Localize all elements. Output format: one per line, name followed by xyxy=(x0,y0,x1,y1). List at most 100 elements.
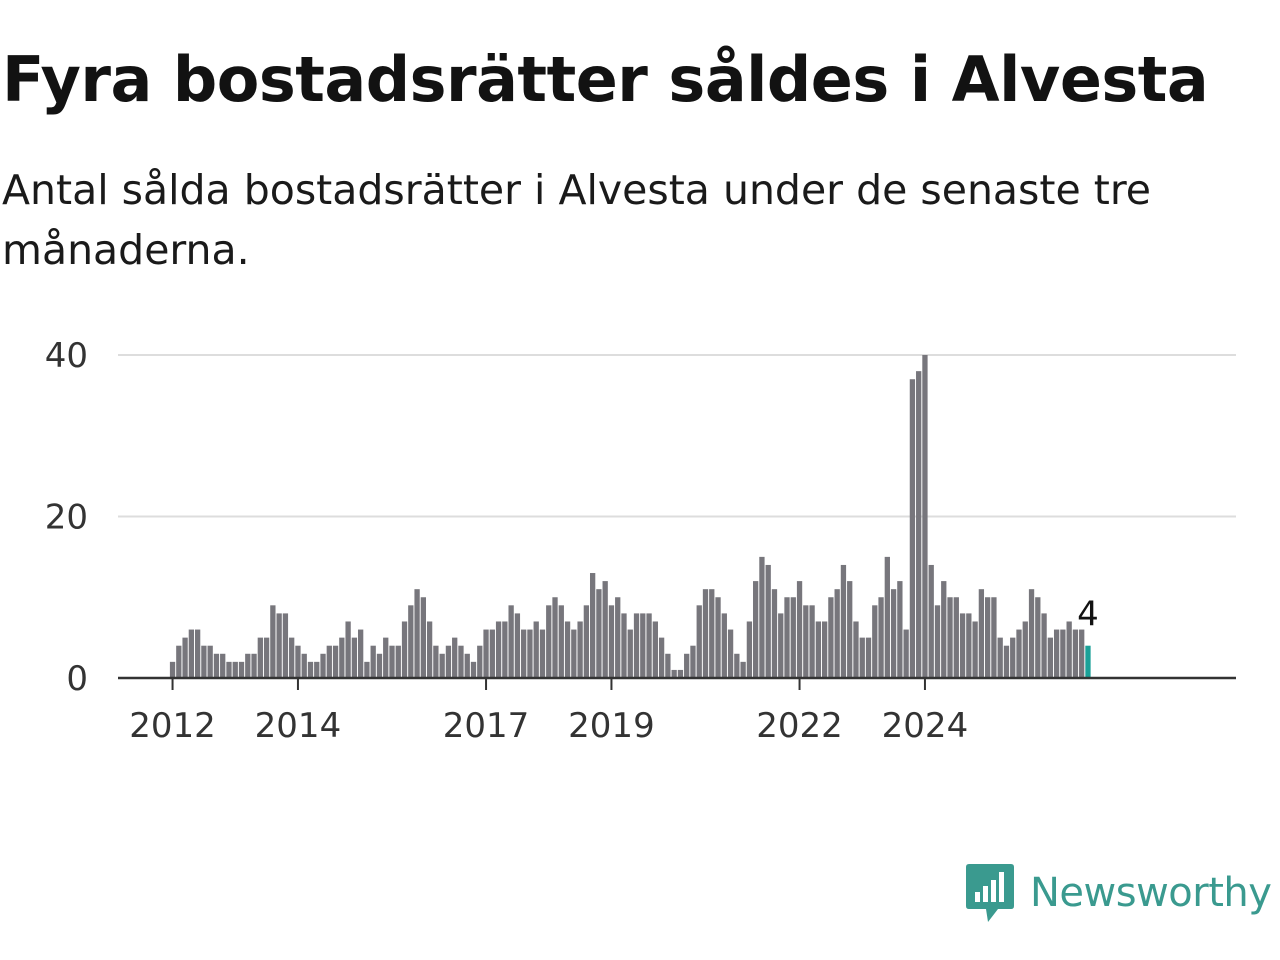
bar xyxy=(257,637,263,678)
bar xyxy=(376,653,383,678)
bar xyxy=(953,597,959,678)
bar xyxy=(1060,629,1066,678)
bar xyxy=(420,597,426,678)
bar xyxy=(890,589,897,678)
bar xyxy=(414,589,420,678)
bar xyxy=(684,653,690,678)
bar xyxy=(727,629,734,678)
bar xyxy=(282,613,289,678)
bar xyxy=(251,653,257,678)
bar xyxy=(1022,621,1028,678)
bar xyxy=(621,613,627,678)
bar xyxy=(1016,629,1022,678)
bar xyxy=(646,613,652,678)
bar xyxy=(1035,597,1041,678)
bar xyxy=(1041,613,1047,678)
bar xyxy=(753,581,759,678)
bar xyxy=(339,637,345,678)
y-tick-label: 40 xyxy=(45,336,88,376)
bar xyxy=(671,669,677,678)
bar xyxy=(878,597,884,678)
bar xyxy=(734,653,740,678)
bar xyxy=(746,621,753,678)
bar xyxy=(972,621,978,678)
bar xyxy=(577,621,583,678)
bar xyxy=(245,653,251,678)
bar xyxy=(182,637,188,678)
bar xyxy=(332,645,339,678)
bar xyxy=(426,621,433,678)
bar xyxy=(270,605,276,678)
bar xyxy=(289,637,295,678)
bar xyxy=(978,589,985,678)
bar xyxy=(759,556,765,678)
bar xyxy=(790,597,796,678)
bar xyxy=(232,661,238,678)
bar-latest xyxy=(1085,645,1091,678)
bar xyxy=(677,669,684,678)
bar xyxy=(477,645,483,678)
bar xyxy=(383,637,389,678)
bar xyxy=(658,637,665,678)
bar xyxy=(307,661,314,678)
latest-value-label: 4 xyxy=(1077,595,1099,635)
brand-name: Newsworthy xyxy=(1030,870,1272,916)
bar xyxy=(213,653,220,678)
bar xyxy=(809,605,815,678)
bar xyxy=(495,621,502,678)
x-axis xyxy=(118,676,1236,690)
bar xyxy=(959,613,966,678)
bar xyxy=(941,581,947,678)
bar xyxy=(351,637,358,678)
bar xyxy=(740,661,746,678)
x-tick-label: 2019 xyxy=(568,706,655,746)
x-tick-label: 2012 xyxy=(129,706,216,746)
bar xyxy=(1066,621,1072,678)
newsworthy-logo-icon xyxy=(966,864,1014,922)
bar xyxy=(796,581,803,678)
bar xyxy=(514,613,521,678)
bar xyxy=(696,605,702,678)
bar xyxy=(483,629,489,678)
bar xyxy=(295,645,301,678)
bar xyxy=(709,589,715,678)
bar xyxy=(615,597,621,678)
chart-subtitle: Antal sålda bostadsrätter i Alvesta unde… xyxy=(2,166,1152,274)
bar xyxy=(546,605,552,678)
bar xyxy=(207,645,213,678)
bar xyxy=(395,645,401,678)
bar xyxy=(947,597,953,678)
bar xyxy=(966,613,972,678)
bar xyxy=(276,613,282,678)
bar xyxy=(539,629,546,678)
x-tick-label: 2024 xyxy=(882,706,969,746)
bar xyxy=(502,621,508,678)
bar xyxy=(176,645,182,678)
bar xyxy=(821,621,828,678)
bar xyxy=(533,621,539,678)
bar xyxy=(985,597,991,678)
bar xyxy=(508,605,514,678)
bar xyxy=(602,581,608,678)
bar xyxy=(916,371,922,678)
bar xyxy=(458,645,464,678)
bar xyxy=(922,355,928,678)
bar xyxy=(633,613,640,678)
bar xyxy=(903,629,909,678)
bar xyxy=(320,653,326,678)
x-tick-label: 2014 xyxy=(255,706,342,746)
bar xyxy=(834,589,840,678)
bar xyxy=(872,605,878,678)
bar xyxy=(301,653,307,678)
bar xyxy=(991,597,997,678)
bar xyxy=(564,621,571,678)
bar xyxy=(884,556,890,678)
bar xyxy=(784,597,790,678)
bar xyxy=(263,637,270,678)
bar xyxy=(771,589,778,678)
bar xyxy=(828,597,834,678)
bar xyxy=(815,621,822,678)
bar xyxy=(1072,629,1079,678)
bar xyxy=(1010,637,1016,678)
y-tick-label: 0 xyxy=(66,659,88,699)
